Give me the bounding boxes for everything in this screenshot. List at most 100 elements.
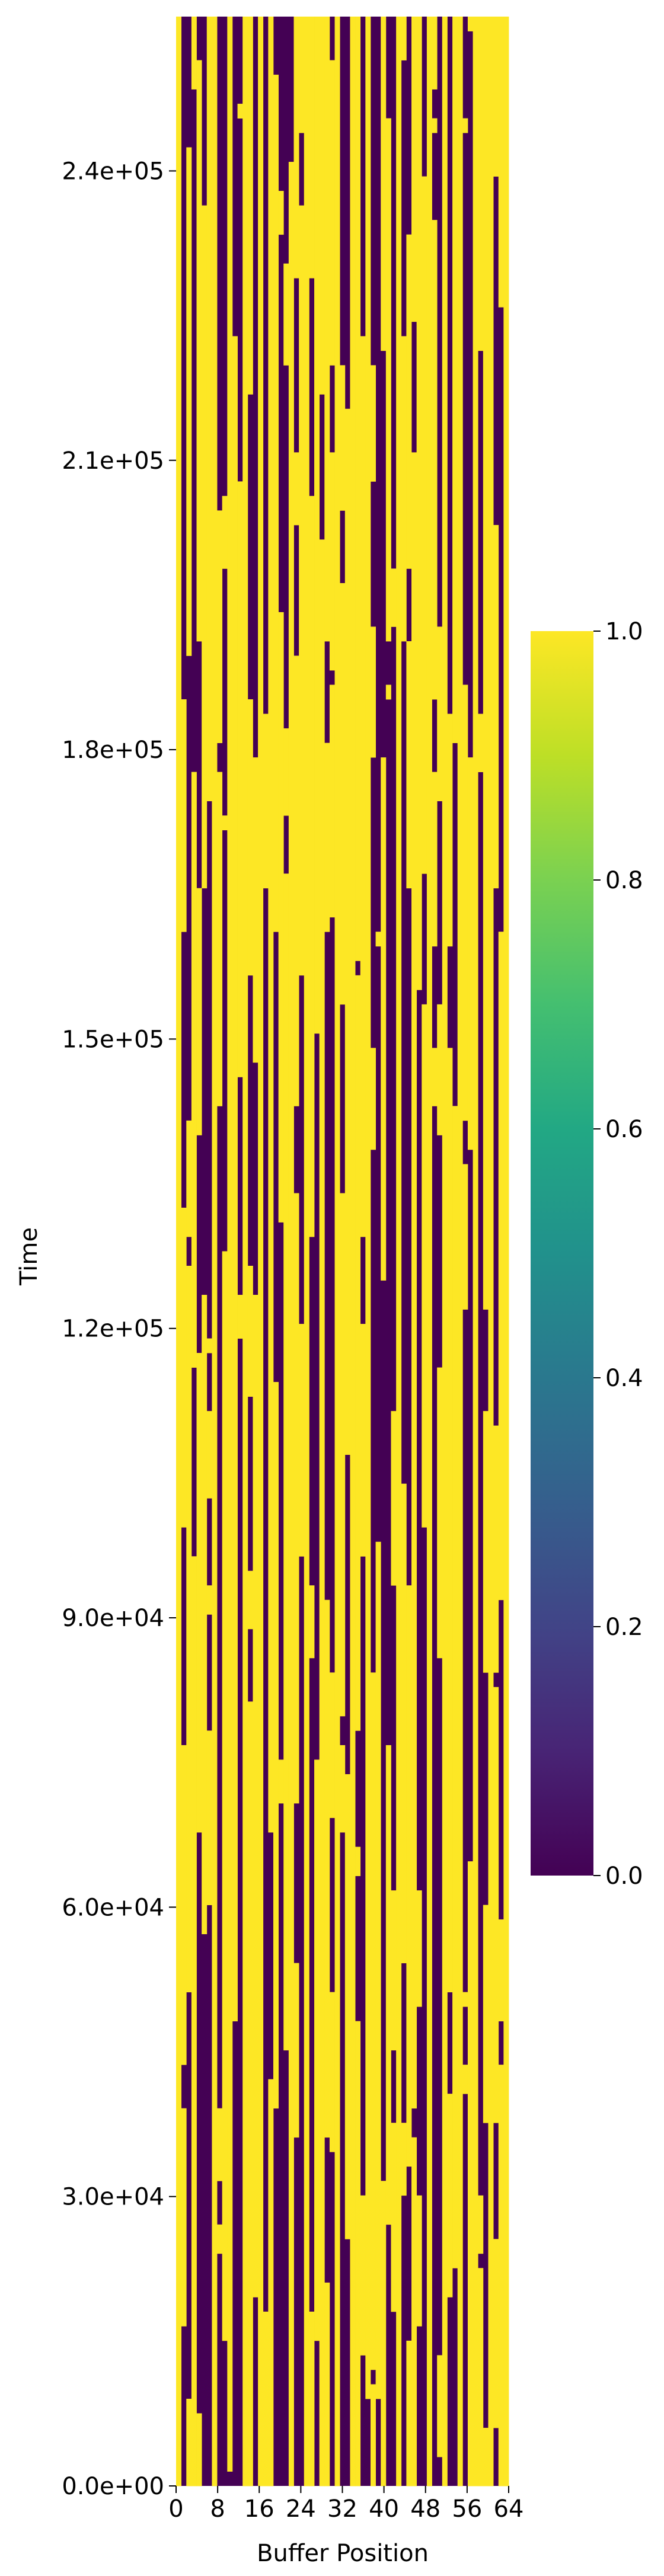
heatmap-cell	[375, 1541, 381, 2399]
heatmap-cell	[283, 873, 289, 2051]
heatmap-cell	[467, 757, 473, 1150]
y-tick-label: 2.4e+05	[62, 158, 164, 185]
heatmap-cell	[329, 684, 335, 918]
heatmap-cell	[478, 713, 484, 773]
heatmap-cell	[493, 1425, 499, 1673]
heatmap-cell	[186, 147, 192, 656]
heatmap-cell	[181, 699, 187, 932]
heatmap-cell	[222, 1251, 228, 2341]
heatmap-cell	[437, 2355, 443, 2457]
heatmap-cell	[222, 495, 228, 569]
heatmap-cell	[293, 1963, 299, 2138]
heatmap-cell	[370, 626, 376, 758]
heatmap-cell	[212, 17, 218, 2487]
heatmap-cell	[401, 2123, 407, 2196]
heatmap-cell	[329, 1992, 335, 2152]
heatmap-cell	[416, 2195, 422, 2327]
heatmap-cell	[283, 728, 289, 816]
heatmap-cell	[329, 452, 335, 671]
heatmap-cell	[483, 2427, 489, 2487]
x-tick-label: 40	[369, 2495, 399, 2523]
heatmap-cell	[411, 452, 417, 2109]
heatmap-cell	[355, 1847, 361, 1876]
heatmap-cell	[447, 2094, 453, 2297]
heatmap-cell	[191, 17, 197, 89]
heatmap-cell	[247, 699, 253, 976]
heatmap-cell	[457, 17, 463, 2487]
colorbar-ticks: 0.0 0.2 0.4 0.6 0.8 1.0	[593, 618, 643, 1890]
heatmap-cell	[462, 118, 468, 133]
heatmap-cell	[181, 2108, 187, 2327]
heatmap-cell	[381, 17, 387, 351]
heatmap-cell	[340, 1745, 346, 1833]
heatmap-cell	[462, 2065, 468, 2094]
x-tick-label: 64	[494, 2495, 524, 2523]
heatmap-cell	[396, 17, 402, 2487]
heatmap-cell	[217, 772, 223, 1106]
y-tick-label: 2.1e+05	[62, 447, 164, 475]
colorbar-tick-label: 0.8	[605, 867, 643, 894]
heatmap-cell	[375, 932, 381, 947]
heatmap-cell	[355, 975, 361, 1731]
heatmap-cell	[324, 743, 330, 932]
heatmap-cell	[222, 815, 228, 831]
heatmap-cell	[370, 1672, 376, 2370]
heatmap-cell	[304, 17, 309, 2487]
heatmap-cell	[432, 118, 438, 133]
heatmap-cell	[191, 772, 197, 1368]
heatmap-cell	[350, 17, 356, 2487]
heatmap-cell	[498, 932, 504, 1601]
heatmap-cell	[237, 481, 243, 1077]
heatmap-cell	[462, 1164, 468, 1310]
heatmap-cell	[401, 1483, 407, 1963]
x-axis: 0 8 16 24 32 40 48 56 64	[168, 2486, 523, 2523]
heatmap-cell	[293, 452, 299, 526]
heatmap-cell	[186, 1266, 192, 1992]
heatmap-cell	[432, 220, 438, 700]
heatmap-cell	[309, 1585, 315, 1659]
colorbar-tick-label: 0.2	[605, 1614, 643, 1641]
x-tick-label: 16	[244, 2495, 274, 2523]
heatmap-cell	[473, 17, 478, 2487]
heatmap-cell	[462, 684, 468, 1121]
heatmap-cell	[340, 365, 346, 511]
heatmap-cell	[319, 17, 325, 395]
heatmap-cell	[309, 2311, 315, 2487]
heatmap-cell	[196, 2413, 202, 2487]
heatmap-cell	[206, 17, 212, 802]
heatmap-cell	[406, 641, 412, 889]
heatmap-cell	[288, 162, 294, 2487]
y-axis-label: Time	[15, 1227, 43, 1286]
heatmap-cell	[498, 2065, 504, 2487]
colorbar-tick-label: 0.4	[605, 1365, 643, 1392]
heatmap-cell	[406, 234, 412, 569]
heatmap-cell	[314, 1759, 320, 2341]
heatmap-cell	[370, 365, 376, 482]
heatmap-cell	[206, 1411, 212, 1499]
heatmap-cell	[344, 408, 350, 1455]
heatmap-cell	[299, 17, 305, 133]
heatmap-cell	[242, 17, 248, 2487]
heatmap-cell	[217, 510, 223, 743]
heatmap-cell	[493, 1687, 499, 2123]
heatmap-cell	[237, 1295, 243, 1339]
heatmap-cell	[253, 1295, 258, 2297]
heatmap-cell	[401, 336, 407, 642]
heatmap-cell	[385, 1745, 391, 2225]
heatmap-cell	[381, 757, 387, 1281]
heatmap-cell	[299, 205, 305, 976]
heatmap-cell	[411, 2137, 417, 2487]
heatmap-cell	[309, 17, 315, 279]
heatmap-cell	[467, 1861, 473, 2487]
heatmap-cell	[360, 1324, 366, 1557]
heatmap-cell	[360, 336, 366, 1237]
heatmap-cell	[370, 2384, 376, 2487]
x-tick-label: 48	[410, 2495, 440, 2523]
heatmap-cell	[273, 75, 279, 932]
heatmap-cell	[478, 2195, 484, 2254]
heatmap-cell	[365, 17, 371, 2399]
heatmap-cell	[391, 1890, 397, 2051]
heatmap-cell	[340, 583, 346, 1005]
heatmap-cell	[329, 60, 335, 366]
heatmap-cell	[391, 1411, 397, 1586]
